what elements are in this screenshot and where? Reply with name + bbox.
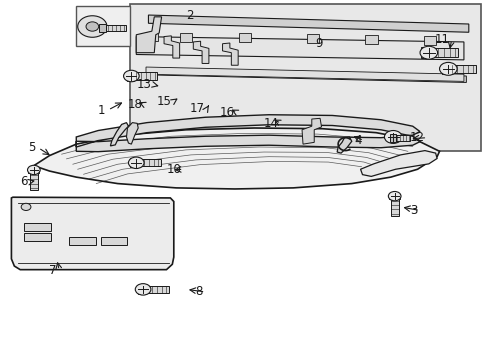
Text: 11: 11 [433, 33, 448, 46]
Text: 3: 3 [409, 204, 417, 217]
Bar [388, 194, 399, 199]
Circle shape [27, 165, 40, 175]
Bar [30, 173, 38, 190]
Bar [76, 6, 130, 45]
Bar [146, 32, 158, 41]
Circle shape [128, 157, 144, 168]
Bar [306, 34, 319, 43]
Polygon shape [151, 69, 466, 82]
Bar [127, 71, 134, 81]
Polygon shape [34, 128, 439, 189]
Bar [130, 4, 480, 151]
Text: 1: 1 [98, 104, 105, 117]
Bar [420, 47, 429, 58]
Bar [180, 32, 192, 41]
Text: 5: 5 [28, 141, 36, 154]
Circle shape [439, 62, 456, 75]
Circle shape [135, 284, 151, 295]
Text: 2: 2 [185, 9, 193, 22]
Text: 7: 7 [49, 264, 57, 277]
Polygon shape [136, 37, 463, 60]
Bar [69, 237, 96, 245]
Bar [144, 286, 168, 293]
Bar [24, 223, 51, 231]
Text: 12: 12 [409, 131, 424, 144]
Bar [130, 158, 137, 167]
Polygon shape [136, 17, 161, 53]
Polygon shape [146, 67, 463, 81]
Text: 14: 14 [263, 117, 278, 130]
Circle shape [384, 131, 401, 143]
Circle shape [419, 46, 437, 59]
Bar [137, 159, 160, 166]
Text: 9: 9 [314, 36, 322, 50]
Circle shape [21, 203, 31, 211]
Bar [448, 65, 475, 73]
Bar [389, 134, 395, 141]
Bar [134, 72, 157, 80]
Bar [441, 64, 448, 74]
Polygon shape [222, 43, 238, 65]
Polygon shape [336, 137, 351, 153]
Circle shape [86, 22, 99, 31]
Bar [395, 135, 409, 140]
Circle shape [387, 192, 400, 201]
Bar [138, 285, 144, 294]
Text: 16: 16 [219, 106, 234, 119]
Text: 6: 6 [20, 175, 27, 188]
Bar [365, 35, 377, 44]
Text: 8: 8 [195, 285, 203, 298]
Text: 15: 15 [156, 95, 171, 108]
Circle shape [78, 16, 107, 37]
Bar [99, 24, 105, 32]
Polygon shape [148, 15, 468, 32]
Bar [238, 33, 250, 42]
Polygon shape [11, 197, 173, 270]
Text: 13: 13 [137, 78, 152, 91]
Bar [390, 199, 398, 216]
Bar [24, 233, 51, 241]
Text: 4: 4 [353, 134, 361, 147]
Bar [101, 237, 127, 245]
Circle shape [123, 70, 139, 82]
Text: 18: 18 [127, 98, 142, 111]
Polygon shape [126, 123, 138, 144]
Polygon shape [360, 150, 436, 176]
Bar [28, 168, 39, 173]
Polygon shape [76, 115, 419, 152]
Text: 10: 10 [166, 163, 181, 176]
Bar [429, 48, 457, 57]
Polygon shape [193, 41, 208, 63]
Bar [105, 25, 126, 31]
Text: 17: 17 [189, 102, 204, 115]
Polygon shape [302, 118, 321, 144]
Polygon shape [110, 123, 128, 146]
Bar [423, 36, 435, 45]
Polygon shape [163, 36, 179, 58]
